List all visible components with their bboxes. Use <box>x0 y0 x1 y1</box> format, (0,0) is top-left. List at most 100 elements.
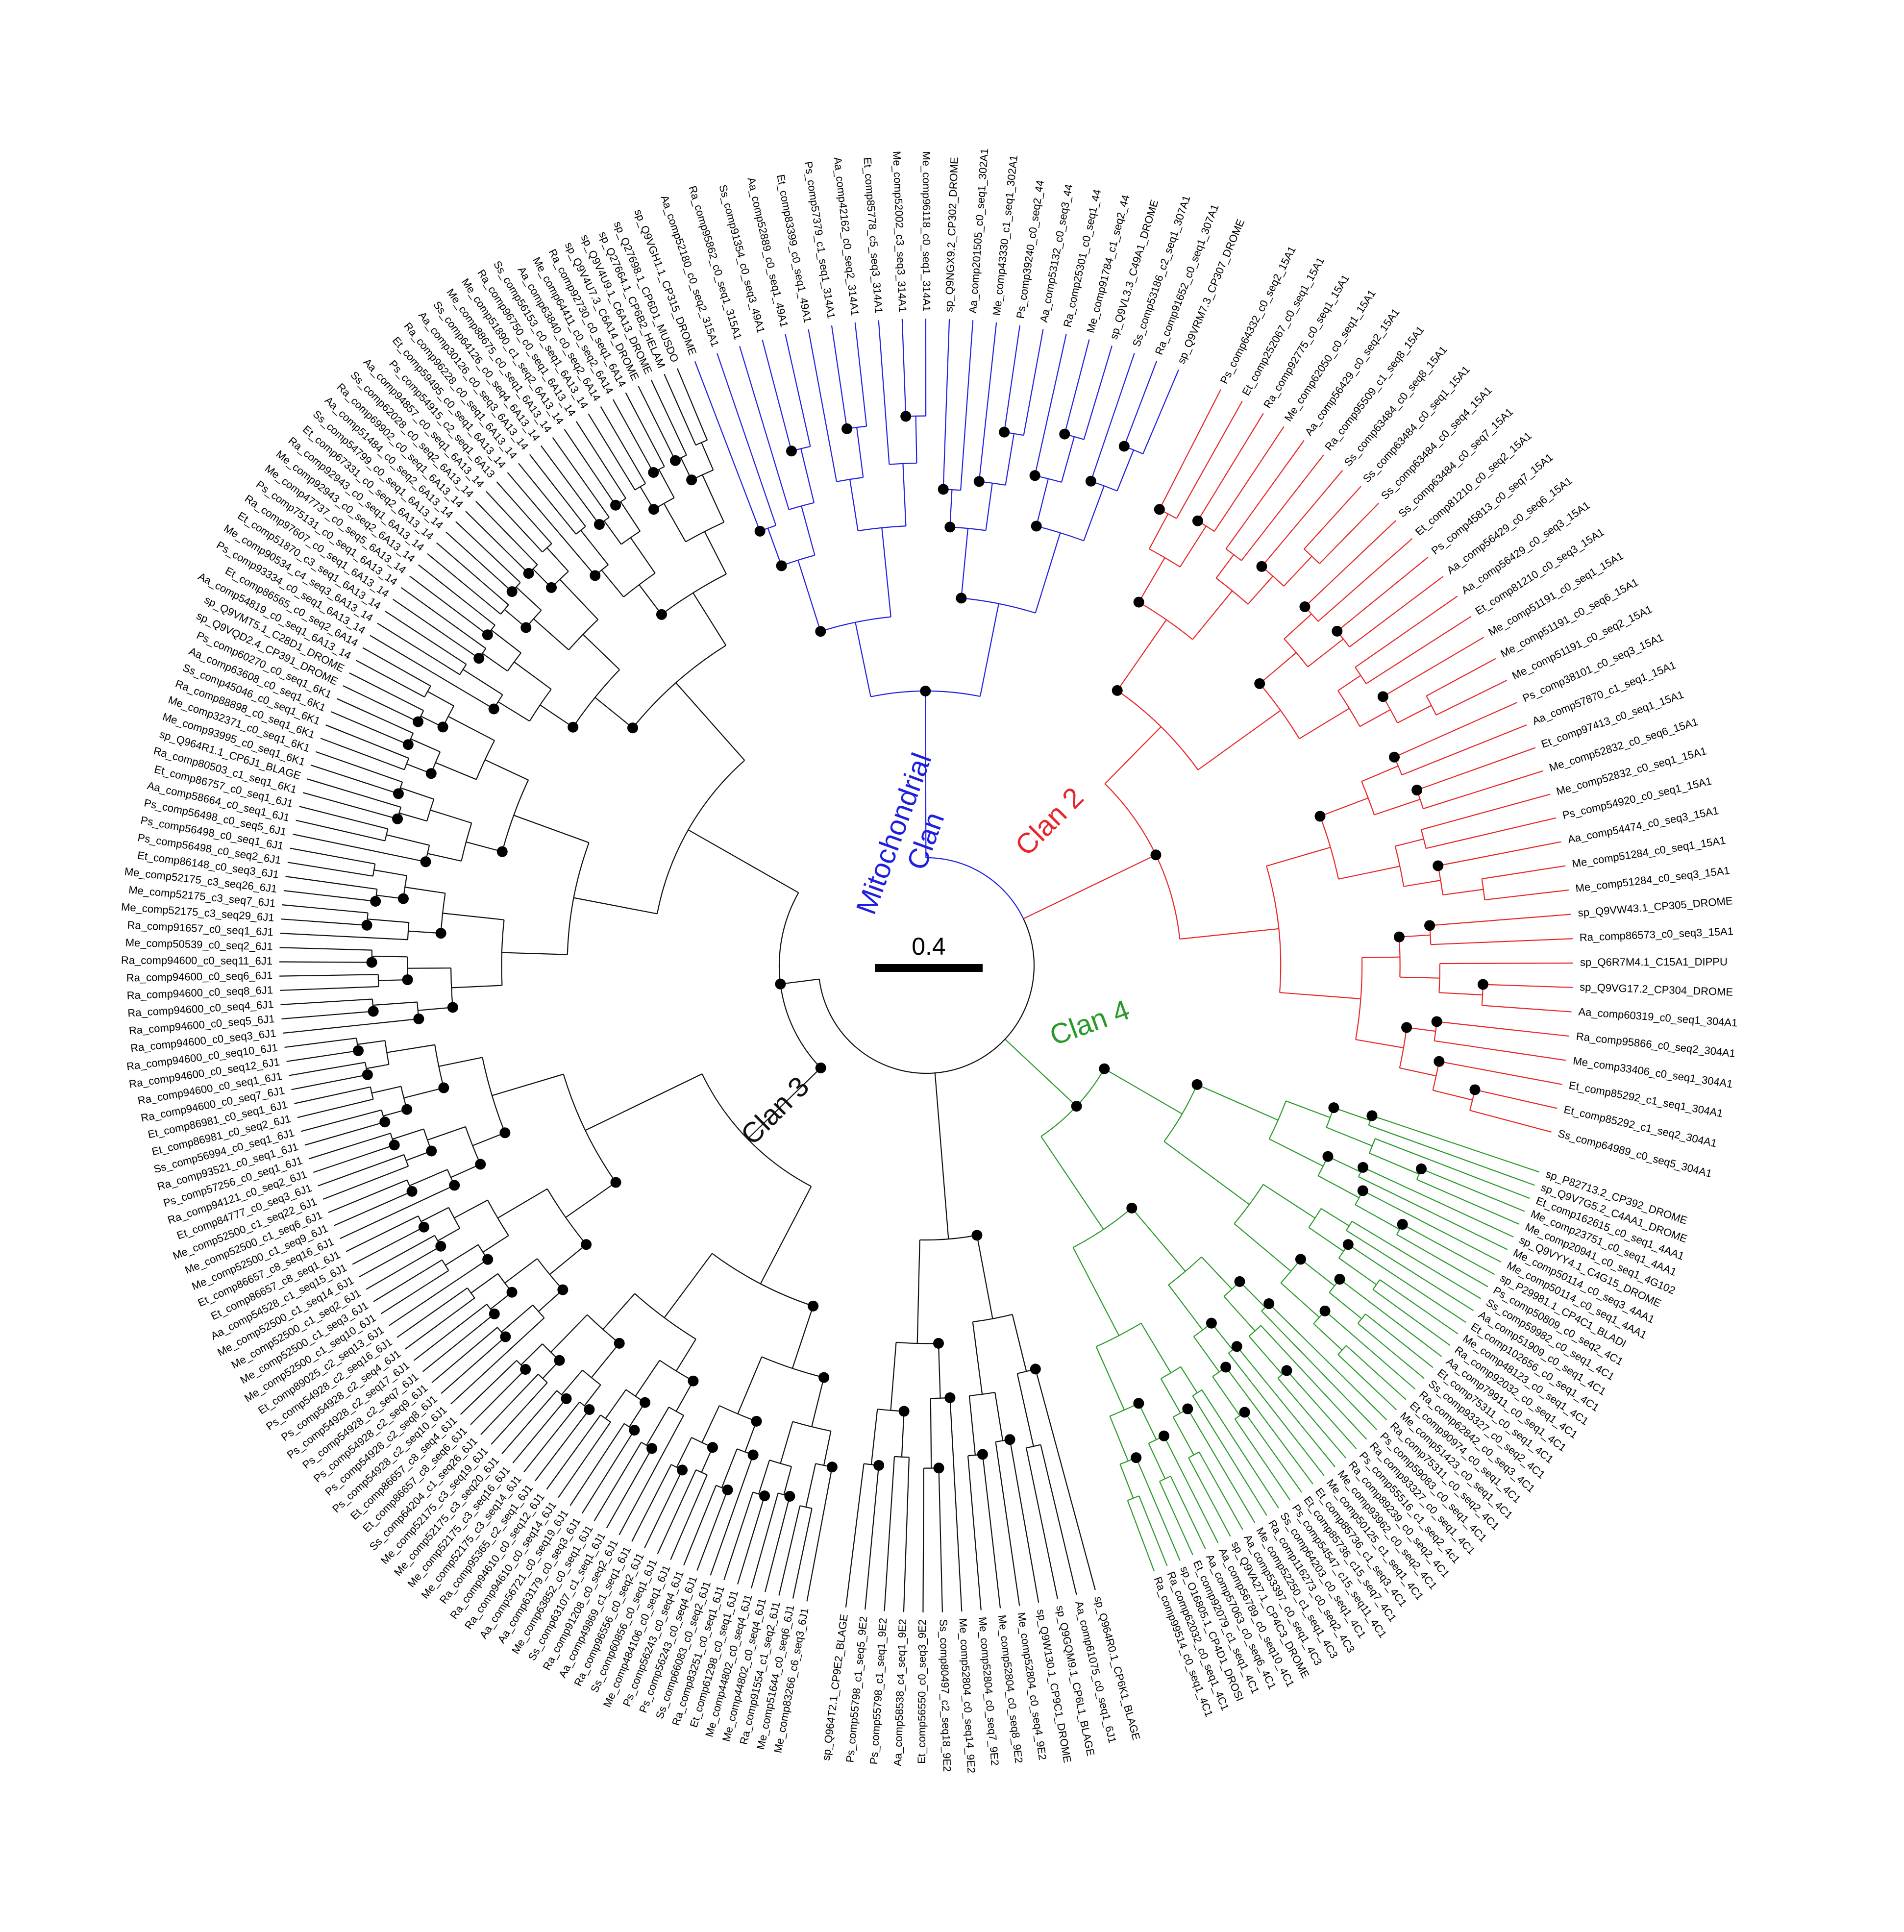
internal-branch <box>1365 1313 1380 1326</box>
terminal-branch <box>737 1513 760 1585</box>
scale-bar-label: 0.4 <box>912 933 946 960</box>
internal-branch <box>460 1297 475 1309</box>
internal-branch <box>408 930 441 934</box>
internal-branch <box>699 1474 708 1492</box>
support-node <box>754 525 766 537</box>
support-node <box>590 570 601 581</box>
terminal-branch <box>337 698 394 725</box>
terminal-branch <box>346 1224 400 1252</box>
support-node <box>366 957 377 968</box>
terminal-branch <box>306 778 377 801</box>
terminal-branch <box>393 598 462 647</box>
internal-branch <box>1176 488 1194 519</box>
internal-branch <box>675 682 745 761</box>
internal-branch <box>361 1109 382 1116</box>
internal-branch <box>1261 1311 1291 1342</box>
internal-branch <box>1131 1208 1186 1272</box>
terminal-branch <box>352 1234 410 1265</box>
support-node <box>944 1392 956 1403</box>
terminal-branch <box>778 1528 795 1596</box>
terminal-branch <box>1069 339 1090 415</box>
clan2-node <box>1150 849 1162 861</box>
leaf-label: Me_comp52832_c0_seq6_15A1 <box>1548 716 1700 774</box>
leaf-label: Me_comp43330_c1_seq1_302A1 <box>990 154 1020 316</box>
internal-branch <box>601 570 624 597</box>
terminal-branch <box>422 1325 480 1372</box>
internal-branch <box>366 1064 389 1069</box>
support-node <box>581 1239 592 1250</box>
internal-branch <box>1308 1227 1344 1252</box>
terminal-branch <box>450 1341 519 1405</box>
internal-branch <box>1180 928 1279 940</box>
internal-branch <box>346 1062 366 1066</box>
terminal-branch <box>1323 520 1396 590</box>
support-node <box>370 895 381 907</box>
internal-branch <box>689 430 696 446</box>
internal-branch <box>949 490 953 527</box>
internal-branch <box>1399 1067 1436 1077</box>
terminal-branch <box>983 322 997 438</box>
internal-branch <box>801 506 816 556</box>
internal-branch <box>602 1293 635 1330</box>
leaf-label: Et_comp85778_c5_seq3_314A1 <box>861 157 885 314</box>
terminal-branch <box>1392 616 1472 668</box>
clan-label-clan2: Clan 2 <box>1009 781 1090 862</box>
internal-branch <box>448 716 495 741</box>
internal-branch <box>1095 1346 1125 1411</box>
internal-branch <box>1072 1247 1120 1336</box>
terminal-branch <box>1458 914 1571 924</box>
support-node <box>818 1372 830 1383</box>
terminal-branch <box>1441 747 1536 782</box>
support-node <box>648 467 659 478</box>
internal-branch <box>492 1073 564 1096</box>
internal-branch <box>475 609 495 626</box>
internal-arc <box>377 974 379 987</box>
internal-branch <box>1482 875 1499 880</box>
terminal-branch <box>279 974 353 977</box>
support-node <box>489 1308 500 1319</box>
terminal-branch <box>1419 702 1518 747</box>
terminal-branch <box>308 1139 370 1160</box>
internal-branch <box>855 622 871 697</box>
internal-branch <box>1346 1345 1359 1357</box>
terminal-branch <box>664 373 690 431</box>
support-node <box>500 1331 511 1342</box>
terminal-branch <box>1355 557 1429 617</box>
terminal-branch <box>677 368 700 422</box>
leaf-label: Ss_comp80497_c2_seq18_9E2 <box>937 1619 953 1772</box>
terminal-branch <box>409 575 472 623</box>
terminal-branch <box>1217 1413 1279 1509</box>
support-node <box>898 1406 910 1417</box>
terminal-branch <box>1256 1370 1335 1467</box>
terminal-branch <box>1373 576 1444 630</box>
internal-branch <box>1035 1369 1053 1431</box>
internal-branch <box>1361 956 1400 959</box>
support-node <box>841 423 853 434</box>
internal-arc <box>487 1200 509 1236</box>
internal-branch <box>1439 992 1483 996</box>
terminal-branch <box>1341 538 1413 601</box>
support-node <box>362 1069 373 1080</box>
internal-branch <box>439 1057 483 1067</box>
internal-branch <box>1416 1179 1443 1191</box>
internal-branch <box>635 1360 660 1397</box>
terminal-branch <box>1401 1210 1502 1263</box>
internal-branch <box>664 1253 713 1318</box>
internal-branch <box>1395 838 1424 847</box>
internal-branch <box>630 537 656 574</box>
internal-branch <box>1313 1323 1343 1351</box>
internal-branch <box>399 812 427 822</box>
internal-arc <box>459 664 467 675</box>
support-node <box>1393 931 1405 942</box>
support-node <box>406 1186 418 1197</box>
internal-branch <box>994 1392 1004 1441</box>
internal-arc <box>778 892 821 1068</box>
terminal-branch <box>1151 370 1179 433</box>
internal-branch <box>783 1466 792 1495</box>
support-node <box>1182 1403 1193 1414</box>
internal-branch <box>1372 1115 1407 1128</box>
internal-branch <box>501 952 568 955</box>
internal-arc <box>1394 846 1405 887</box>
support-node <box>722 1484 733 1495</box>
clan4-node <box>1071 1101 1082 1112</box>
